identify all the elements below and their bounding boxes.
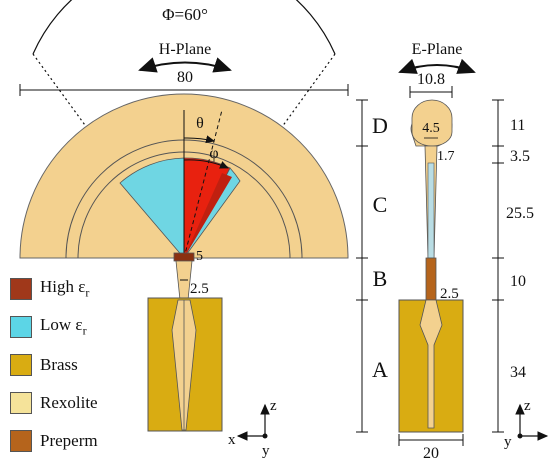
- section-A: A: [372, 357, 388, 382]
- dim-11: 11: [510, 117, 525, 134]
- dim-3-5: 3.5: [510, 148, 530, 165]
- dim-34: 34: [510, 364, 526, 381]
- swatch-preperm: [10, 430, 32, 452]
- theta-label: θ: [196, 115, 204, 132]
- phi-arc: [32, 0, 336, 55]
- dim-2-5-right: 2.5: [440, 286, 459, 302]
- dim-80: 80: [177, 69, 193, 86]
- h-plane-arrow: [138, 57, 232, 73]
- legend-item-low-er: Low εr: [10, 310, 150, 344]
- legend-item-preperm: Preperm: [10, 424, 150, 458]
- e-preperm-B: [425, 257, 437, 301]
- dim-10: 10: [510, 273, 526, 290]
- legend: High εr Low εr Brass Rexolite Preperm: [10, 272, 150, 462]
- swatch-high-er: [10, 278, 32, 300]
- e-plane-arrow: [398, 58, 476, 74]
- axis-x-left: x: [228, 432, 236, 448]
- dim-4-5: 4.5: [422, 121, 440, 136]
- inner-channel-right: [419, 299, 443, 429]
- swatch-low-er: [10, 316, 32, 338]
- low-er-sector: [119, 157, 185, 260]
- cone-line-right: [188, 53, 336, 256]
- dim-5: 5: [196, 249, 203, 264]
- legend-item-brass: Brass: [10, 348, 150, 382]
- swatch-rexolite: [10, 392, 32, 414]
- section-C: C: [373, 192, 388, 217]
- axis-y-left: y: [262, 443, 270, 459]
- section-B: B: [373, 266, 388, 291]
- dim-10-8: 10.8: [417, 71, 445, 88]
- feed-preperm: [173, 252, 195, 262]
- swatch-brass: [10, 354, 32, 376]
- dim-20: 20: [423, 445, 439, 462]
- axis-y-right: y: [504, 434, 512, 450]
- section-D: D: [372, 113, 388, 138]
- dim-1-7: 1.7: [437, 149, 455, 164]
- dim-25-5: 25.5: [506, 205, 534, 222]
- dim-2-5-left: 2.5: [190, 281, 209, 297]
- legend-item-rexolite: Rexolite: [10, 386, 150, 420]
- phi-small-label: φ: [209, 145, 218, 162]
- e-plane-label: E-Plane: [412, 41, 463, 58]
- axis-z-right: z: [524, 398, 531, 414]
- phi-label: Φ=60°: [162, 5, 208, 24]
- cone-line-left: [32, 53, 181, 256]
- theta-line: [183, 109, 223, 259]
- axis-z-left: z: [270, 398, 277, 414]
- h-plane-label: H-Plane: [159, 41, 211, 58]
- legend-item-high-er: High εr: [10, 272, 150, 306]
